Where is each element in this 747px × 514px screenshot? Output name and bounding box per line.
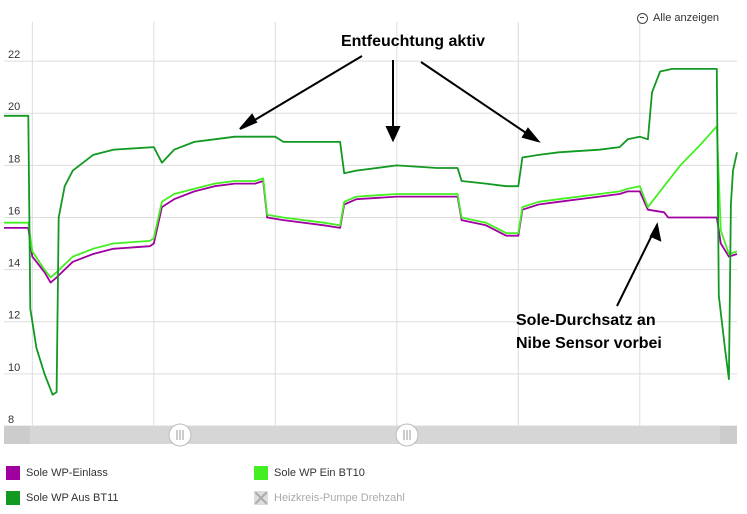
legend-label: Sole WP-Einlass: [26, 467, 108, 479]
y-tick-label: 8: [8, 414, 14, 426]
y-tick-label: 22: [8, 49, 20, 61]
y-tick-label: 14: [8, 258, 20, 270]
legend-swatch: [6, 466, 20, 480]
annotations: Entfeuchtung aktiv Sole-Durchsatz an Nib…: [239, 33, 662, 352]
annotation-entfeuchtung: Entfeuchtung aktiv: [341, 33, 485, 50]
grid-lines: [4, 22, 737, 427]
y-tick-label: 12: [8, 310, 20, 322]
annotation-arrows: [239, 55, 662, 307]
series-line-sole-wp-aus-bt11: [4, 68, 738, 396]
y-tick-label: 10: [8, 362, 20, 374]
legend-label: Heizkreis-Pumpe Drehzahl: [274, 492, 405, 504]
y-tick-label: 20: [8, 101, 20, 113]
annotation-sole-durchsatz-line1: Sole-Durchsatz an: [516, 312, 656, 329]
y-tick-label: 18: [8, 153, 20, 165]
legend-label: Sole WP Ein BT10: [274, 467, 365, 479]
navigator-handle-right[interactable]: [395, 423, 419, 447]
series-lines: [4, 68, 738, 396]
reset-zoom-label: Alle anzeigen: [653, 12, 720, 24]
arrowhead-middle: [385, 126, 401, 143]
arrow-right: [420, 61, 536, 140]
legend-item-sole-wp-ein-bt10[interactable]: Sole WP Ein BT10: [254, 466, 365, 480]
legend-swatch: [254, 466, 268, 480]
series-line-sole-wp-ein-bt10: [4, 125, 738, 279]
arrowhead-right: [521, 127, 541, 143]
legend-label: Sole WP Aus BT11: [26, 492, 119, 504]
legend-item-sole-wp-aus-bt11[interactable]: Sole WP Aus BT11: [6, 491, 119, 505]
legend-item-heizkreis-pumpe-drehzahl[interactable]: Heizkreis-Pumpe Drehzahl: [254, 491, 405, 505]
arrow-bottom: [616, 228, 656, 307]
y-axis-labels: 8 10 12 14 16 18 20 22: [8, 49, 20, 426]
annotation-sole-durchsatz-line2: Nibe Sensor vorbei: [516, 335, 662, 352]
reset-zoom-button[interactable]: Alle anzeigen: [637, 12, 719, 24]
arrow-left: [242, 55, 363, 128]
arrowhead-left: [239, 113, 258, 130]
legend-item-sole-wp-einlass[interactable]: Sole WP-Einlass: [6, 466, 108, 480]
y-tick-label: 16: [8, 205, 20, 217]
arrowhead-bottom: [649, 222, 662, 242]
hidden-series-icon: [254, 491, 268, 505]
navigator-range[interactable]: [30, 426, 720, 444]
navigator-bar[interactable]: [4, 423, 737, 447]
legend-swatch: [6, 491, 20, 505]
navigator-handle-left[interactable]: [168, 423, 192, 447]
zoom-out-icon: [637, 12, 648, 24]
